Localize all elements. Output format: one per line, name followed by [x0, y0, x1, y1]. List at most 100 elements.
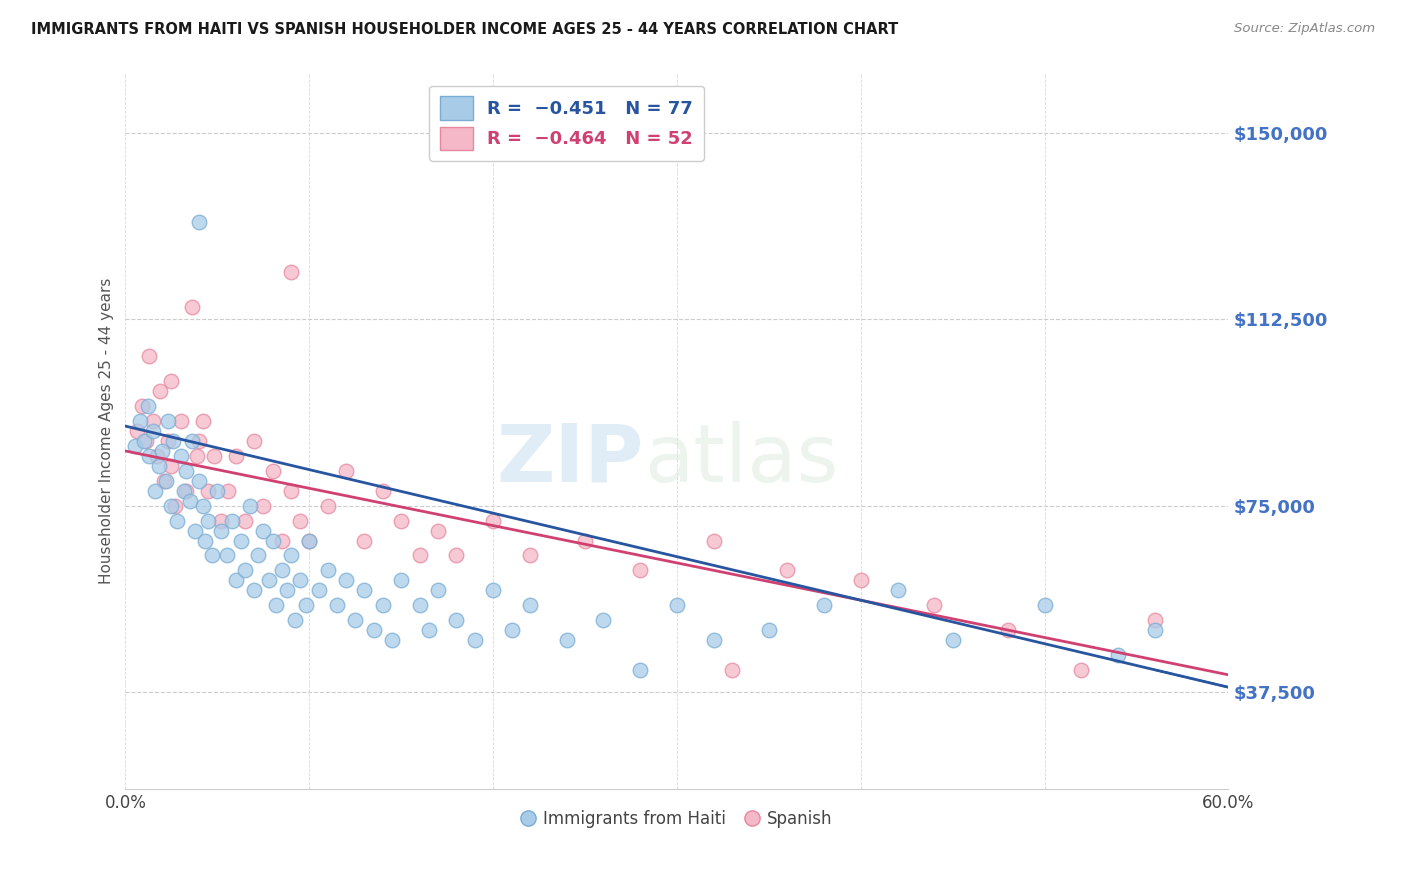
Point: [209, 514, 232, 528]
Point: [142, 414, 165, 428]
Text: IMMIGRANTS FROM HAITI VS SPANISH HOUSEHOLDER INCOME AGES 25 - 44 YEARS CORRELATI: IMMIGRANTS FROM HAITI VS SPANISH HOUSEHO…: [31, 22, 898, 37]
Point: [209, 524, 232, 538]
Point: [174, 483, 197, 498]
Point: [270, 563, 292, 577]
Point: [180, 300, 202, 314]
Point: [501, 623, 523, 637]
Point: [942, 632, 965, 647]
Point: [288, 574, 311, 588]
Point: [225, 574, 247, 588]
Point: [173, 483, 195, 498]
Point: [294, 598, 316, 612]
Point: [280, 549, 302, 563]
Point: [371, 598, 394, 612]
Point: [298, 533, 321, 548]
Point: [519, 598, 541, 612]
Point: [169, 449, 191, 463]
Point: [188, 474, 211, 488]
Point: [129, 414, 152, 428]
Point: [156, 414, 179, 428]
Point: [160, 375, 183, 389]
Point: [308, 583, 330, 598]
Point: [156, 434, 179, 448]
Point: [849, 574, 872, 588]
Point: [160, 458, 183, 473]
Point: [446, 549, 468, 563]
Point: [721, 663, 744, 677]
Point: [132, 434, 155, 448]
Point: [138, 350, 160, 364]
Point: [174, 464, 197, 478]
Point: [125, 424, 148, 438]
Point: [389, 514, 412, 528]
Point: [188, 215, 211, 229]
Point: [239, 499, 262, 513]
Point: [149, 384, 172, 399]
Point: [298, 533, 321, 548]
Point: [1033, 598, 1056, 612]
Point: [446, 613, 468, 627]
Point: [138, 449, 160, 463]
Point: [136, 399, 159, 413]
Point: [280, 483, 302, 498]
Point: [162, 434, 184, 448]
Point: [197, 514, 219, 528]
Point: [186, 449, 208, 463]
Point: [160, 499, 183, 513]
Text: ZIP: ZIP: [496, 421, 644, 499]
Point: [628, 663, 651, 677]
Point: [363, 623, 385, 637]
Point: [482, 514, 505, 528]
Point: [316, 563, 339, 577]
Point: [758, 623, 780, 637]
Text: atlas: atlas: [644, 421, 838, 499]
Point: [191, 499, 214, 513]
Y-axis label: Householder Income Ages 25 - 44 years: Householder Income Ages 25 - 44 years: [100, 278, 114, 584]
Point: [427, 583, 450, 598]
Point: [335, 464, 357, 478]
Point: [225, 449, 247, 463]
Point: [703, 533, 725, 548]
Point: [264, 598, 287, 612]
Point: [997, 623, 1019, 637]
Point: [270, 533, 292, 548]
Point: [243, 434, 266, 448]
Point: [335, 574, 357, 588]
Point: [389, 574, 412, 588]
Point: [464, 632, 486, 647]
Point: [280, 265, 302, 279]
Point: [233, 514, 256, 528]
Point: [166, 514, 188, 528]
Point: [142, 424, 165, 438]
Point: [418, 623, 440, 637]
Point: [188, 434, 211, 448]
Point: [1070, 663, 1092, 677]
Point: [231, 533, 253, 548]
Point: [243, 583, 266, 598]
Point: [519, 549, 541, 563]
Point: [1143, 623, 1166, 637]
Point: [252, 499, 274, 513]
Point: [246, 549, 269, 563]
Point: [353, 533, 375, 548]
Text: Source: ZipAtlas.com: Source: ZipAtlas.com: [1234, 22, 1375, 36]
Point: [257, 574, 280, 588]
Point: [150, 444, 173, 458]
Point: [427, 524, 450, 538]
Point: [344, 613, 367, 627]
Point: [262, 533, 284, 548]
Point: [1143, 613, 1166, 627]
Point: [179, 493, 201, 508]
Point: [124, 439, 146, 453]
Point: [169, 414, 191, 428]
Point: [201, 549, 224, 563]
Point: [221, 514, 243, 528]
Point: [284, 613, 307, 627]
Point: [197, 483, 219, 498]
Point: [155, 474, 177, 488]
Point: [665, 598, 688, 612]
Point: [252, 524, 274, 538]
Point: [326, 598, 349, 612]
Point: [276, 583, 298, 598]
Point: [924, 598, 946, 612]
